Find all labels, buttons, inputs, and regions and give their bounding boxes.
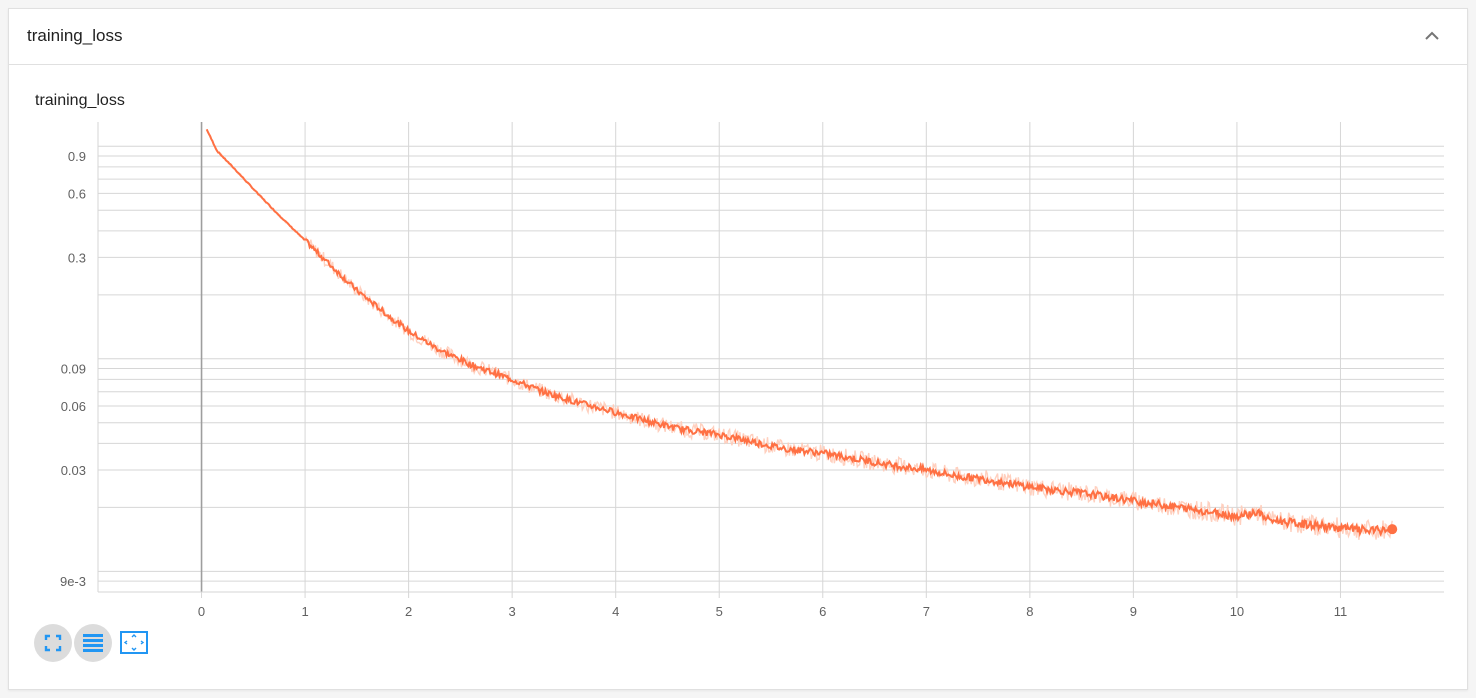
list-lines-icon[interactable]	[74, 624, 112, 662]
chevron-up-icon[interactable]	[1419, 23, 1445, 49]
card-header[interactable]: training_loss	[9, 9, 1467, 65]
fit-domain-icon[interactable]	[34, 624, 72, 662]
chart-title: training_loss	[35, 92, 125, 109]
scalar-card: training_loss training_loss	[8, 8, 1468, 690]
expand-view-icon[interactable]	[114, 624, 152, 662]
card-title: training_loss	[27, 26, 123, 45]
